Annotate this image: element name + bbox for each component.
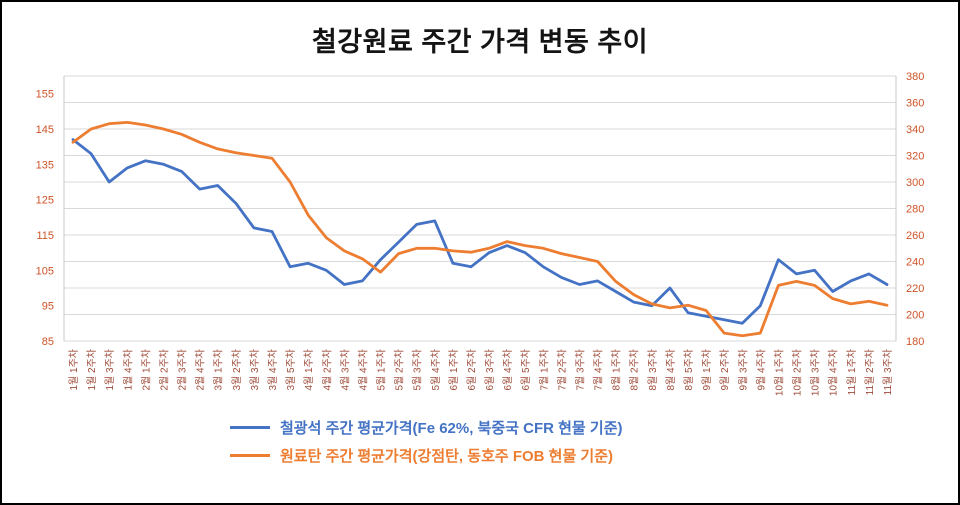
- coking-coal-line-swatch: [230, 454, 270, 457]
- x-axis-label: 5월 2주차: [394, 349, 406, 391]
- x-axis-label: 9월 4주차: [755, 349, 767, 391]
- x-axis-label: 8월 2주차: [629, 349, 641, 391]
- y-axis-label-left: 95: [42, 301, 54, 313]
- y-axis-label-left: 115: [36, 230, 54, 242]
- y-axis-label-left: 135: [36, 159, 54, 171]
- x-axis-label: 8월 5주차: [683, 349, 695, 391]
- y-axis-label-left: 85: [42, 336, 54, 348]
- x-axis-label: 6월 3주차: [484, 349, 496, 391]
- legend: 철광석 주간 평균가격(Fe 62%, 북중국 CFR 현물 기준) 원료탄 주…: [2, 417, 958, 466]
- x-axis-label: 3월 3주차: [249, 349, 261, 391]
- x-axis-label: 11월 1주차: [846, 349, 858, 395]
- x-axis-label: 2월 1주차: [140, 349, 152, 391]
- x-axis-label: 10월 3주차: [810, 349, 822, 396]
- x-axis-label: 7월 4주차: [593, 349, 605, 391]
- x-axis-label: 4월 2주차: [321, 349, 333, 391]
- x-axis-label: 5월 1주차: [376, 349, 388, 391]
- x-axis-label: 10월 4주차: [828, 349, 840, 396]
- x-axis-label: 1월 1주차: [68, 349, 80, 391]
- y-axis-label-right: 200: [906, 310, 924, 322]
- chart-title: 철강원료 주간 가격 변동 추이: [311, 27, 649, 57]
- legend-item-iron-ore: 철광석 주간 평균가격(Fe 62%, 북중국 CFR 현물 기준): [230, 417, 730, 438]
- x-axis-label: 2월 4주차: [195, 349, 207, 391]
- x-axis-label: 3월 5주차: [285, 349, 297, 391]
- x-axis-label: 4월 3주차: [339, 349, 351, 391]
- x-axis-label: 7월 2주차: [556, 349, 568, 391]
- coking-coal-line: [71, 121, 889, 338]
- y-axis-label-left: 125: [36, 195, 54, 207]
- y-axis-label-right: 260: [906, 230, 924, 242]
- x-axis-label: 1월 3주차: [104, 349, 116, 391]
- x-axis-label: 4월 1주차: [303, 349, 315, 391]
- x-axis-label: 5월 4주차: [430, 349, 442, 391]
- y-axis-label-right: 360: [906, 98, 924, 110]
- iron-ore-line-swatch: [230, 426, 270, 429]
- x-axis-label: 6월 2주차: [466, 349, 478, 391]
- iron-ore-line: [71, 138, 889, 325]
- coking-coal-legend-label: 원료탄 주간 평균가격(강점탄, 동호주 FOB 현물 기준): [280, 448, 614, 465]
- x-axis-label: 9월 3주차: [737, 349, 749, 391]
- x-axis-label: 8월 1주차: [611, 349, 623, 391]
- x-axis-label: 5월 3주차: [412, 349, 424, 391]
- iron-ore-legend-label: 철광석 주간 평균가격(Fe 62%, 북중국 CFR 현물 기준): [280, 420, 623, 437]
- x-axis-label: 1월 4주차: [122, 349, 134, 391]
- x-axis-label: 3월 2주차: [231, 349, 243, 391]
- x-axis-label: 6월 1주차: [448, 349, 460, 391]
- y-axis-label-right: 240: [906, 257, 924, 269]
- y-axis-label-right: 320: [906, 151, 924, 163]
- x-axis-label: 4월 4주차: [357, 349, 369, 391]
- x-axis-label: 6월 4주차: [502, 349, 514, 391]
- x-axis-label: 11월 3주차: [882, 349, 894, 395]
- y-axis-label-right: 280: [906, 204, 924, 216]
- line-chart: 155 145 135 125 115 105 95 85 380 360 340 320 300 280…: [36, 71, 925, 396]
- y-axis-label-right: 300: [906, 177, 924, 189]
- y-axis-label-right: 220: [906, 283, 924, 295]
- x-axis-label: 8월 3주차: [647, 349, 659, 391]
- y-axis-label-left: 105: [36, 265, 54, 277]
- x-axis-label: 2월 2주차: [158, 349, 170, 391]
- x-axis-label: 9월 2주차: [719, 349, 731, 391]
- x-axis-label: 7월 3주차: [574, 349, 586, 391]
- y-axis-label-left: 145: [36, 124, 54, 136]
- x-axis-label: 10월 2주차: [792, 349, 804, 396]
- y-axis-label-right: 180: [906, 336, 924, 348]
- x-axis-label: 3월 4주차: [267, 349, 279, 391]
- x-axis-label: 6월 5주차: [520, 349, 532, 391]
- y-axis-label-right: 340: [906, 124, 924, 136]
- x-axis-label: 11월 2주차: [864, 349, 876, 395]
- x-axis-label: 2월 3주차: [177, 349, 189, 391]
- y-axis-label-left: 155: [36, 89, 54, 101]
- x-axis-label: 3월 1주차: [213, 349, 225, 391]
- legend-item-coking-coal: 원료탄 주간 평균가격(강점탄, 동호주 FOB 현물 기준): [230, 445, 730, 466]
- x-axis-label: 9월 1주차: [701, 349, 713, 391]
- x-axis-label: 8월 4주차: [665, 349, 677, 391]
- y-axis-label-right: 380: [906, 71, 924, 83]
- x-axis-label: 7월 1주차: [538, 349, 550, 391]
- x-axis-label: 1월 2주차: [86, 349, 98, 391]
- x-axis-label: 10월 1주차: [773, 349, 785, 396]
